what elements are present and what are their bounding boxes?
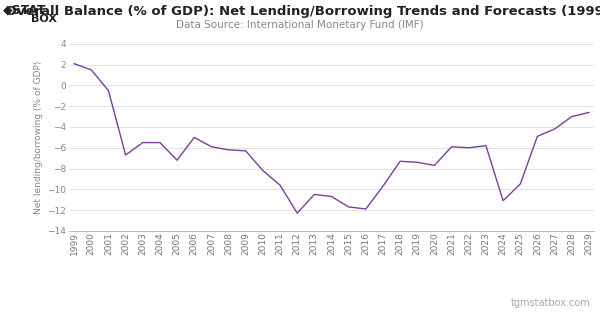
Text: ◆STAT: ◆STAT (3, 3, 47, 16)
Y-axis label: Net lending/borrowing (% of GDP): Net lending/borrowing (% of GDP) (34, 61, 43, 214)
Text: BOX: BOX (31, 14, 57, 24)
Text: tgmstatbox.com: tgmstatbox.com (511, 298, 591, 308)
Text: Egypt's Overall Balance (% of GDP): Net Lending/Borrowing Trends and Forecasts (: Egypt's Overall Balance (% of GDP): Net … (0, 5, 600, 18)
Text: Data Source: International Monetary Fund (IMF): Data Source: International Monetary Fund… (176, 20, 424, 30)
